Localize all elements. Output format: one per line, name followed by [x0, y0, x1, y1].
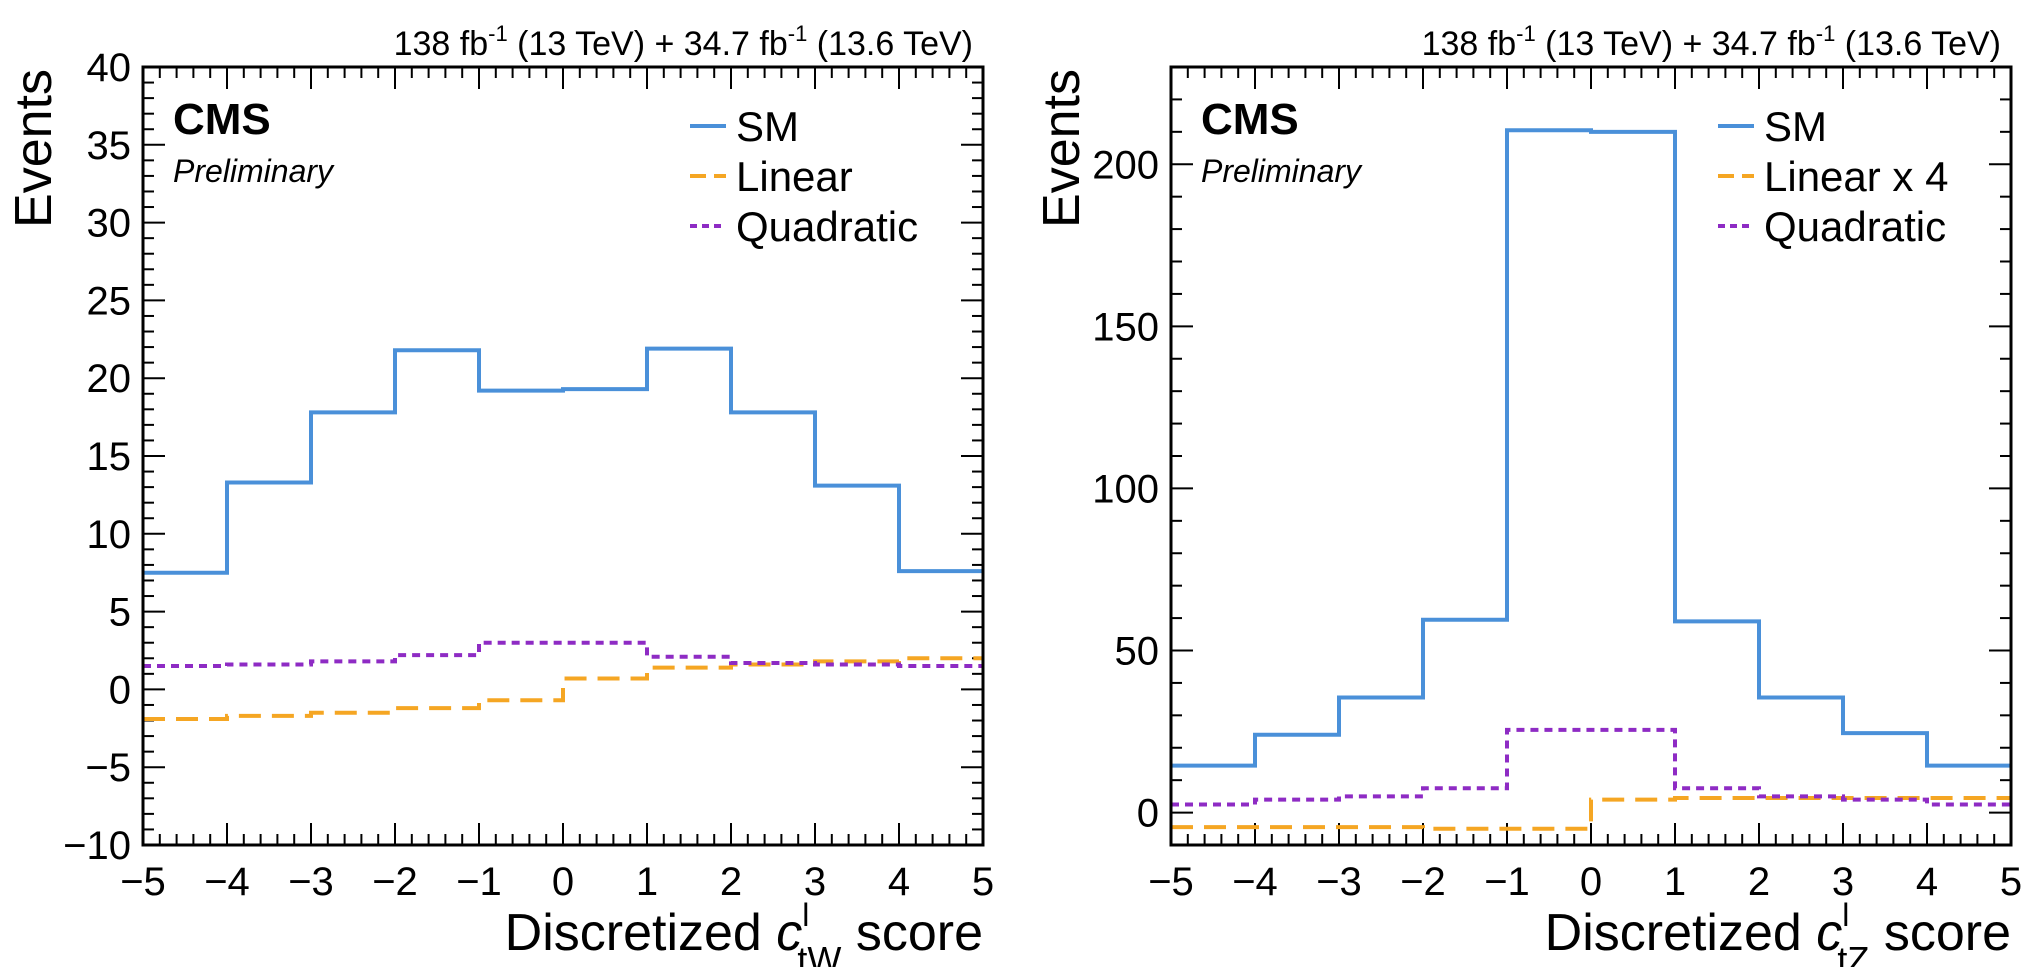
- legend-label: Quadratic: [1764, 203, 1946, 250]
- x-tick-label: −5: [120, 860, 166, 904]
- plot-frame: [1169, 65, 2013, 847]
- series-line-linear: [143, 656, 983, 721]
- y-tick-label: 200: [1092, 143, 1159, 187]
- x-axis-label-prefix: Discretized: [505, 904, 777, 962]
- x-axis-label-subscript: tW: [797, 939, 841, 967]
- lumi-part: 138 fb: [394, 25, 489, 63]
- y-tick-label: 30: [87, 202, 132, 246]
- x-tick-label: 5: [972, 860, 994, 904]
- x-tick-label: −3: [288, 860, 334, 904]
- series-line-quadratic: [1171, 727, 2011, 807]
- y-tick-label: −5: [85, 746, 131, 790]
- x-tick-label: 2: [720, 860, 742, 904]
- x-tick-label: −1: [1484, 860, 1530, 904]
- lumi-part: (13 TeV) + 34.7 fb: [508, 25, 788, 63]
- series-line-quadratic: [143, 640, 983, 669]
- legend-label: SM: [1764, 103, 1827, 150]
- x-tick-label: 3: [1832, 860, 1854, 904]
- lumi-part: (13 TeV) + 34.7 fb: [1536, 25, 1816, 63]
- y-tick-label: −10: [63, 824, 131, 868]
- x-tick-label: 0: [552, 860, 574, 904]
- y-tick-label: 150: [1092, 305, 1159, 349]
- x-axis-label-symbol: c: [1816, 904, 1842, 962]
- y-tick-label: 15: [87, 435, 132, 479]
- x-tick-label: −1: [456, 860, 502, 904]
- x-tick-label: −2: [372, 860, 418, 904]
- series-line-linear-x-4: [1171, 795, 2011, 831]
- legend-label: SM: [736, 103, 799, 150]
- status-label: Preliminary: [1201, 153, 1363, 189]
- y-tick-label: 35: [87, 124, 132, 168]
- experiment-label: CMS: [1201, 95, 1299, 144]
- y-axis-label: Events: [1033, 69, 1091, 228]
- x-axis-label-symbol: c: [776, 904, 802, 962]
- luminosity-label: 138 fb-1 (13 TeV) + 34.7 fb-1 (13.6 TeV): [1422, 21, 2001, 63]
- chart-panel-1: −5 −4 −3 −2 −1 0 1 2 3 4 5−10−50510152025303540Eve…: [5, 21, 994, 972]
- y-tick-label: 5: [109, 591, 131, 635]
- x-tick-label: −2: [1400, 860, 1446, 904]
- x-tick-label: 3: [804, 860, 826, 904]
- lumi-superscript: -1: [1816, 21, 1836, 46]
- lumi-superscript: -1: [488, 21, 508, 46]
- chart-panel-2: −5 −4 −3 −2 −1 0 1 2 3 4 5050100150200EventsDiscre…: [1033, 21, 2022, 972]
- x-tick-label: 1: [1664, 860, 1686, 904]
- x-tick-label: 2: [1748, 860, 1770, 904]
- y-tick-label: 20: [87, 357, 132, 401]
- y-tick-label: 0: [109, 668, 131, 712]
- x-tick-label: −4: [204, 860, 250, 904]
- y-tick-label: 40: [87, 46, 132, 90]
- legend-label: Linear x 4: [1764, 153, 1948, 200]
- series-line-sm: [1171, 128, 2011, 768]
- status-label: Preliminary: [173, 153, 335, 189]
- y-tick-label: 25: [87, 279, 132, 323]
- y-tick-label: 50: [1115, 630, 1160, 674]
- x-axis-label: Discretized cl tZ score: [1545, 897, 2011, 967]
- y-axis-label: Events: [5, 69, 63, 228]
- luminosity-label: 138 fb-1 (13 TeV) + 34.7 fb-1 (13.6 TeV): [394, 21, 973, 63]
- x-axis-label-suffix: score: [841, 904, 983, 962]
- lumi-superscript: -1: [1516, 21, 1536, 46]
- plot-frame: [141, 65, 985, 847]
- legend-label: Quadratic: [736, 203, 918, 250]
- x-tick-label: 1: [636, 860, 658, 904]
- lumi-part: 138 fb: [1422, 25, 1517, 63]
- x-tick-label: −3: [1316, 860, 1362, 904]
- y-tick-label: 10: [87, 513, 132, 557]
- x-tick-label: 5: [2000, 860, 2022, 904]
- x-axis-label-suffix: score: [1869, 904, 2011, 962]
- y-tick-label: 0: [1137, 792, 1159, 836]
- x-axis-label-superscript: l: [1842, 897, 1849, 933]
- x-tick-label: 0: [1580, 860, 1602, 904]
- lumi-part: (13.6 TeV): [807, 25, 973, 63]
- x-axis-label-superscript: l: [802, 897, 809, 933]
- series-line-sm: [143, 346, 983, 575]
- x-tick-label: 4: [1916, 860, 1938, 904]
- y-tick-label: 100: [1092, 467, 1159, 511]
- x-tick-label: −5: [1148, 860, 1194, 904]
- legend-label: Linear: [736, 153, 853, 200]
- x-axis-label: Discretized cl tW score: [505, 897, 983, 967]
- x-axis-label-prefix: Discretized: [1545, 904, 1817, 962]
- x-tick-label: 4: [888, 860, 910, 904]
- x-tick-label: −4: [1232, 860, 1278, 904]
- lumi-superscript: -1: [788, 21, 808, 46]
- x-axis-label-subscript: tZ: [1837, 939, 1869, 967]
- experiment-label: CMS: [173, 95, 271, 144]
- lumi-part: (13.6 TeV): [1835, 25, 2001, 63]
